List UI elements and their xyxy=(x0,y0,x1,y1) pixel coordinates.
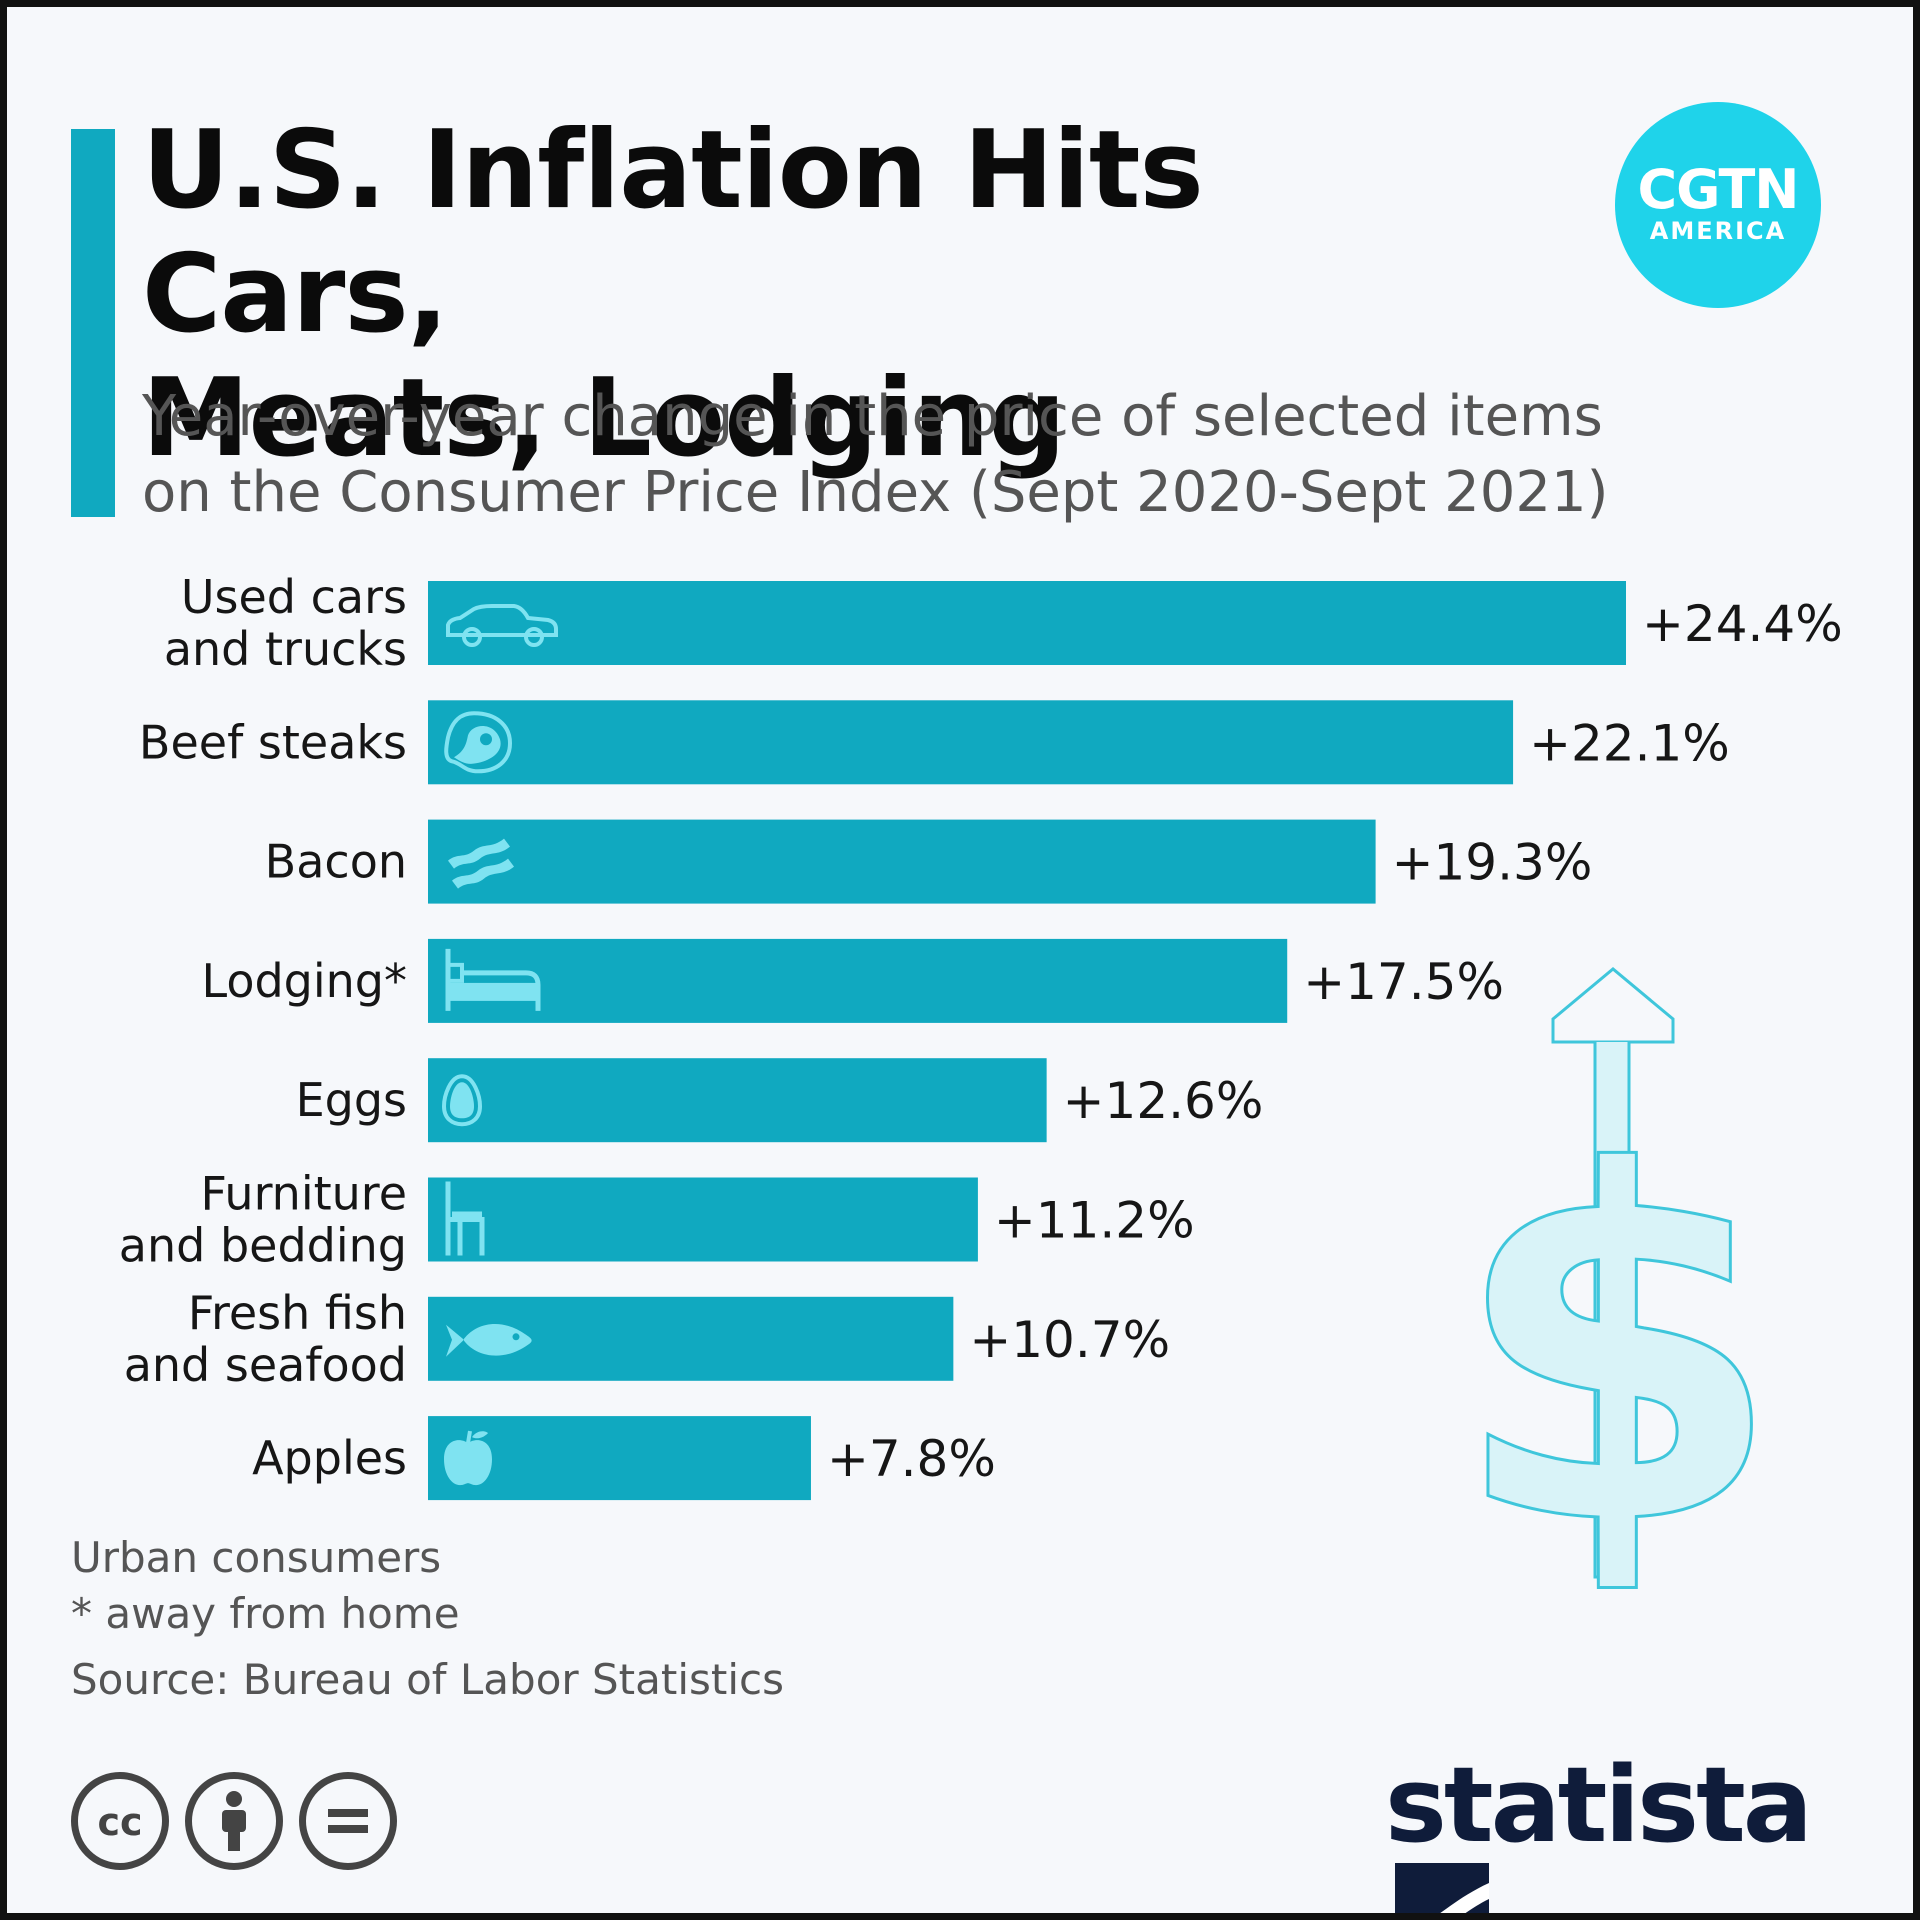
car-icon-part xyxy=(446,604,558,637)
value-label: +22.1% xyxy=(1529,714,1730,772)
category-label: Used cars xyxy=(181,570,407,624)
subtitle-line-1: Year-over-year change in the price of se… xyxy=(142,384,1603,449)
value-label: +12.6% xyxy=(1063,1072,1264,1130)
up-arrow-head xyxy=(1551,967,1675,1177)
egg-icon-part xyxy=(450,1082,474,1119)
fish-icon-part xyxy=(464,1323,532,1356)
category-label: and bedding xyxy=(119,1219,407,1273)
statista-logo-text: statista xyxy=(1385,1744,1813,1866)
bar xyxy=(428,1177,978,1262)
no-derivatives-icon xyxy=(299,1772,397,1870)
bed-icon-part xyxy=(450,982,536,1001)
category-label: and trucks xyxy=(164,622,407,676)
apple-icon-part xyxy=(444,1440,492,1486)
title-accent-bar xyxy=(71,129,115,517)
subtitle-line-2: on the Consumer Price Index (Sept 2020-S… xyxy=(142,460,1609,525)
creative-commons-icon: cc xyxy=(71,1772,169,1870)
steak-icon xyxy=(444,711,513,774)
bar xyxy=(428,1058,1047,1143)
fish-icon-part xyxy=(446,1324,464,1357)
bacon-icon xyxy=(448,838,514,889)
bed-icon-part xyxy=(462,970,541,1011)
svg-text:cc: cc xyxy=(97,1800,142,1844)
apple-icon xyxy=(444,1430,492,1486)
fish-icon xyxy=(446,1323,532,1357)
title-line-1: U.S. Inflation Hits Cars, xyxy=(142,108,1204,357)
footnote-away: * away from home xyxy=(71,1589,460,1638)
category-label: Beef steaks xyxy=(139,715,407,769)
footnote-urban: Urban consumers xyxy=(71,1533,442,1582)
bar xyxy=(428,819,1376,904)
page-title: U.S. Inflation Hits Cars, Meats, Lodging xyxy=(142,109,1502,481)
subtitle: Year-over-year change in the price of se… xyxy=(142,379,1722,531)
car-icon-part xyxy=(462,627,482,647)
bar xyxy=(428,938,1288,1023)
steak-icon-part xyxy=(480,733,492,746)
cgtn-logo-subtext: AMERICA xyxy=(1649,217,1787,245)
steak-icon-part xyxy=(444,711,513,774)
category-label: Furniture xyxy=(200,1167,407,1221)
bar xyxy=(428,581,1626,665)
up-arrow-shaft xyxy=(1593,1042,1631,1579)
car-icon xyxy=(446,604,558,647)
footnotes: Urban consumers * away from home Source:… xyxy=(71,1530,784,1708)
value-label: +10.7% xyxy=(969,1311,1170,1369)
category-label: Lodging* xyxy=(202,954,408,1008)
category-label: Eggs xyxy=(296,1073,407,1127)
statista-logo: statista xyxy=(1385,1750,1913,1913)
value-label: +17.5% xyxy=(1303,953,1504,1011)
bacon-icon-part xyxy=(448,838,510,869)
egg-icon-part xyxy=(441,1074,483,1127)
value-label: +7.8% xyxy=(827,1430,996,1488)
title-line-2: Meats, Lodging xyxy=(142,356,1066,481)
category-label: Apples xyxy=(252,1431,407,1485)
chair-icon xyxy=(445,1181,485,1256)
value-label: +11.2% xyxy=(994,1192,1195,1250)
car-icon-part xyxy=(524,627,544,647)
chair-icon-part xyxy=(452,1211,482,1222)
value-label: +19.3% xyxy=(1392,834,1593,892)
bed-icon xyxy=(445,948,541,1011)
statista-mark-icon xyxy=(1395,1863,1489,1913)
dollar-arrow-icon: $ xyxy=(1449,967,1785,1633)
cgtn-america-logo: CGTN AMERICA xyxy=(1615,102,1821,308)
cgtn-logo-text: CGTN xyxy=(1637,158,1799,221)
attribution-icon xyxy=(185,1772,283,1870)
source-note: Source: Bureau of Labor Statistics xyxy=(71,1655,785,1704)
egg-icon xyxy=(441,1074,483,1127)
bar xyxy=(428,700,1514,785)
apple-icon-part xyxy=(466,1430,472,1444)
fish-icon-part xyxy=(512,1333,520,1341)
value-label: +24.4% xyxy=(1642,595,1843,653)
category-label: Fresh fish xyxy=(188,1286,407,1340)
bacon-icon-part xyxy=(452,858,514,889)
apple-icon-part xyxy=(472,1431,488,1439)
category-label: and seafood xyxy=(124,1338,407,1392)
dollar-sign: $ xyxy=(1450,1072,1784,1631)
category-label: Bacon xyxy=(265,835,407,889)
